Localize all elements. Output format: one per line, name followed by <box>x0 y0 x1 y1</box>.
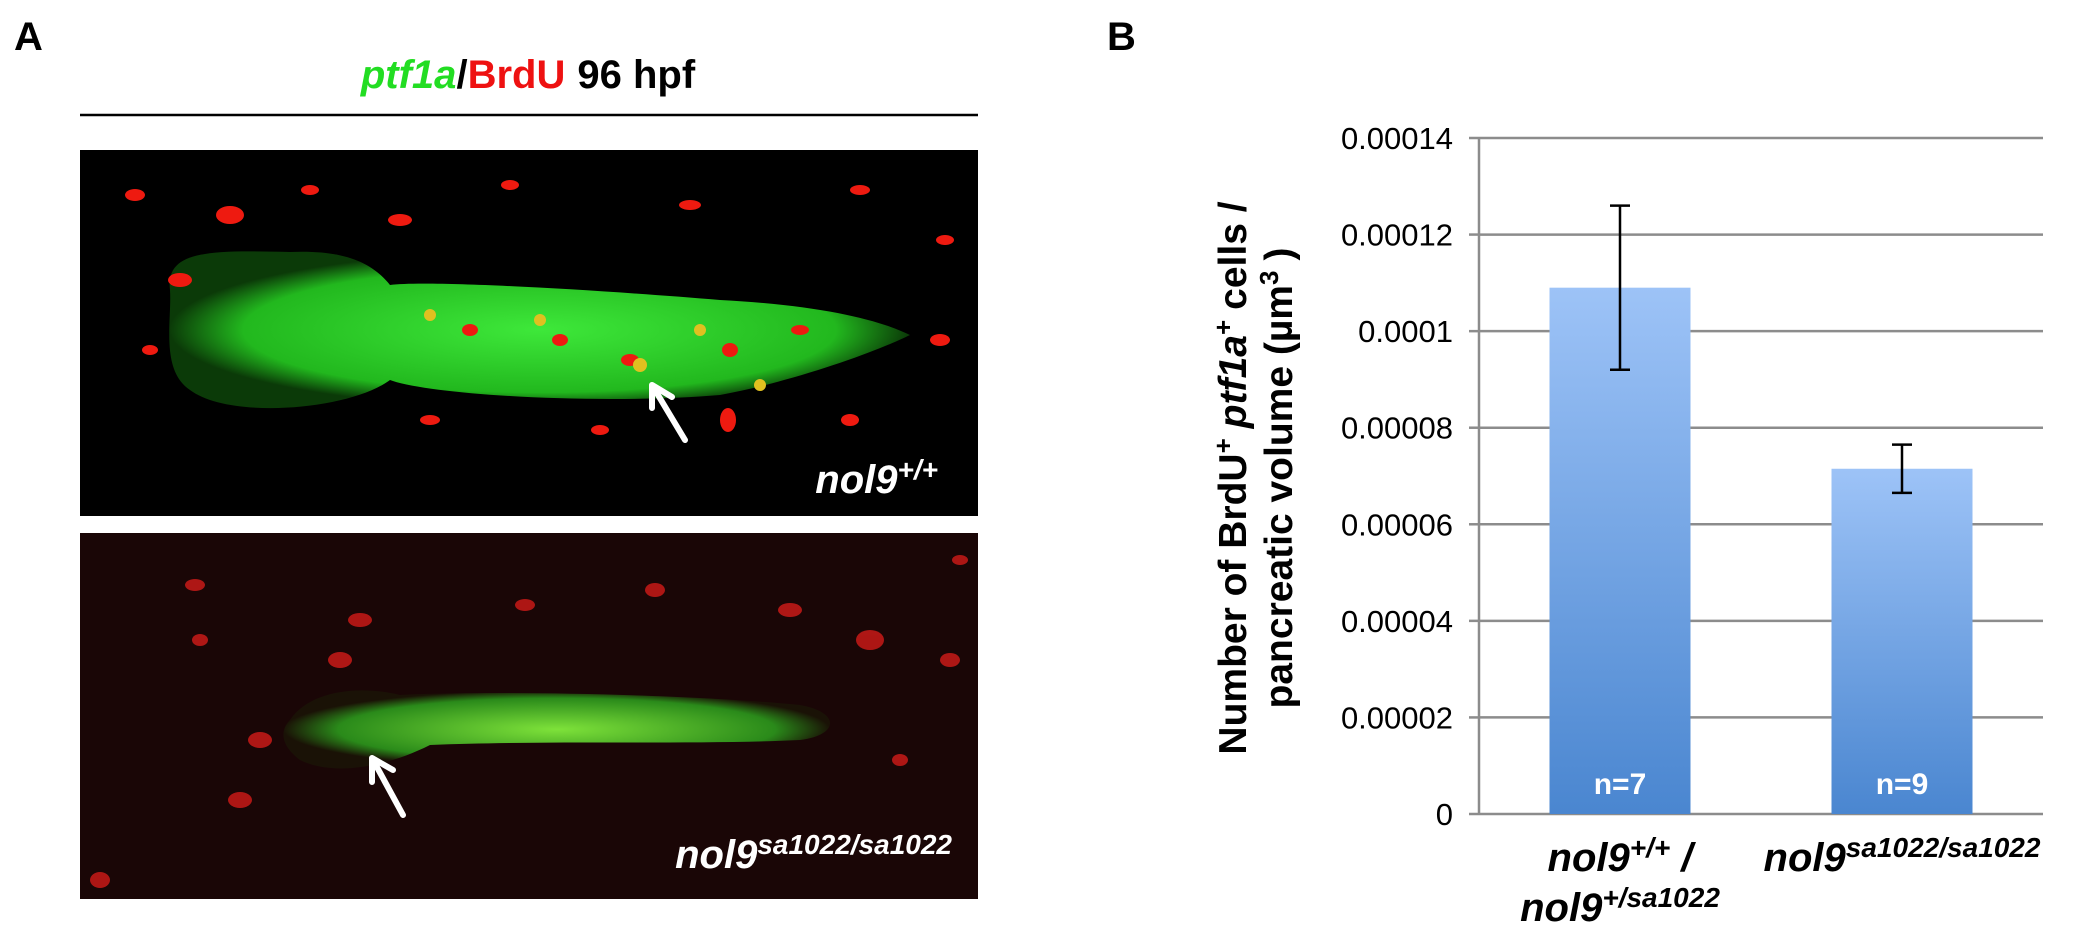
y-axis-label: Number of BrdU+ptf1a+cells / <box>1208 201 1255 754</box>
y-label-run: + <box>1208 320 1238 335</box>
bar <box>1549 287 1691 815</box>
y-tick-label: 0.00008 <box>1341 411 1453 446</box>
genotype-base: nol9 <box>1520 886 1603 930</box>
y-tick-label: 0.00012 <box>1341 218 1453 253</box>
title-run: ptf1a <box>360 53 457 97</box>
panel-a: A ptf1a/BrdU 96 hpf <box>14 15 978 899</box>
genotype-base: nol9 <box>1548 836 1631 880</box>
x-tick-label: nol9sa1022/sa1022 <box>1764 832 2041 880</box>
genotype-base: nol9 <box>1764 836 1847 880</box>
genotype-sup: sa1022/sa1022 <box>1846 832 2041 863</box>
genotype-base: nol9 <box>675 833 758 877</box>
sample-size: n=9 <box>1876 768 1929 801</box>
error-bar <box>1892 443 1912 495</box>
sample-size: n=7 <box>1594 768 1647 801</box>
genotype-label: nol9+/+ <box>815 454 938 502</box>
y-label-run: ptf1a <box>1212 335 1255 429</box>
title-run: BrdU <box>468 53 566 97</box>
y-tick-label: 0.00004 <box>1341 604 1453 639</box>
panel-title: ptf1a/BrdU 96 hpf <box>360 53 696 97</box>
y-label-run: pancreatic volume (µm <box>1258 285 1301 708</box>
genotype-sup: +/+ <box>1630 832 1670 863</box>
y-label-run: + <box>1208 438 1238 453</box>
genotype-label: nol9sa1022/sa1022 <box>675 829 952 877</box>
y-tick-label: 0.0001 <box>1358 314 1453 349</box>
genotype-sup: +/sa1022 <box>1602 882 1720 913</box>
error-bar <box>1610 204 1630 372</box>
y-label-run: Number of BrdU <box>1212 453 1255 754</box>
title-run: 96 hpf <box>577 53 695 97</box>
x-tick-label: nol9+/+ / <box>1548 832 1697 880</box>
y-tick-label: 0 <box>1436 797 1453 832</box>
micrograph <box>80 150 978 899</box>
x-tick-label: nol9+/sa1022 <box>1520 882 1720 930</box>
panel-letter: B <box>1107 15 1136 59</box>
genotype-base: nol9 <box>815 458 898 502</box>
bar <box>1831 468 1973 814</box>
genotype-sup: sa1022/sa1022 <box>757 829 952 860</box>
y-tick-label: 0.00002 <box>1341 700 1453 735</box>
y-label-run: cells / <box>1212 201 1255 310</box>
y-label-run: ) <box>1258 248 1301 261</box>
genotype-sup: +/+ <box>898 454 938 485</box>
panel-letter: A <box>14 15 43 59</box>
y-axis-label: pancreatic volume (µm3) <box>1254 248 1301 709</box>
y-label-run: 3 <box>1254 271 1284 285</box>
genotype-after: / <box>1670 836 1696 880</box>
y-tick-label: 0.00014 <box>1341 121 1453 156</box>
title-run: / <box>456 53 467 97</box>
y-tick-label: 0.00006 <box>1341 507 1453 542</box>
panel-b: B 0 0.00002 0.00004 0.00006 0.00008 0.0001 0.0… <box>1107 15 2043 930</box>
